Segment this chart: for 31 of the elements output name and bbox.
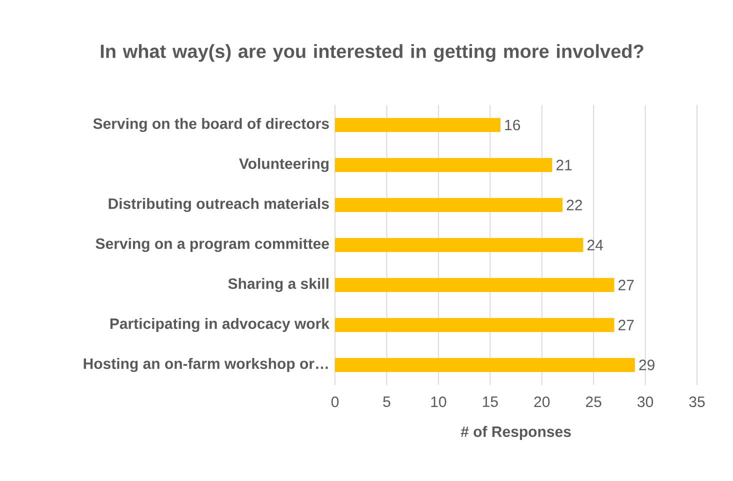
data-label: 27 [618, 320, 634, 330]
x-tick-label: 10 [431, 396, 446, 408]
bar [335, 238, 584, 252]
bar [335, 158, 552, 172]
y-tick-label: Serving on a program committee [96, 238, 329, 252]
bar [335, 118, 500, 132]
data-label: 22 [566, 200, 582, 210]
data-label: 27 [618, 280, 634, 290]
x-tick-label: 20 [534, 396, 550, 408]
y-tick-label: Volunteering [239, 158, 328, 172]
data-label: 29 [639, 360, 654, 370]
x-tick-label: 15 [482, 396, 498, 407]
data-label: 24 [588, 240, 603, 250]
chart-title: In what way(s) are you interested in getting more involved? [100, 44, 644, 62]
x-tick-label: 35 [689, 396, 705, 408]
bar [335, 358, 635, 372]
y-tick-label: Sharing a skill [228, 278, 328, 292]
x-tick-label: 5 [383, 396, 390, 407]
x-axis-title: # of Responses [460, 426, 571, 440]
x-tick-label: 25 [586, 396, 602, 408]
bar [335, 198, 563, 212]
data-label: 16 [505, 120, 520, 130]
y-tick-label: Distributing outreach materials [108, 198, 329, 212]
data-label: 21 [556, 160, 572, 170]
y-tick-label: Participating in advocacy work [110, 318, 330, 332]
y-tick-label: Hosting an on-farm workshop or… [84, 358, 328, 372]
y-tick-label: Serving on the board of directors [93, 118, 329, 132]
bar [335, 318, 614, 332]
x-tick-label: 0 [331, 396, 339, 408]
x-tick-label: 30 [638, 396, 654, 408]
bar [335, 278, 614, 292]
